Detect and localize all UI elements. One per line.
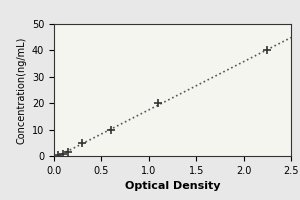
Point	[265, 49, 270, 52]
Point	[156, 102, 161, 105]
Y-axis label: Concentration(ng/mL): Concentration(ng/mL)	[16, 36, 26, 144]
Point	[56, 154, 61, 157]
X-axis label: Optical Density: Optical Density	[125, 181, 220, 191]
Point	[66, 150, 70, 154]
Point	[109, 128, 113, 131]
Point	[61, 153, 65, 156]
Point	[80, 141, 85, 144]
